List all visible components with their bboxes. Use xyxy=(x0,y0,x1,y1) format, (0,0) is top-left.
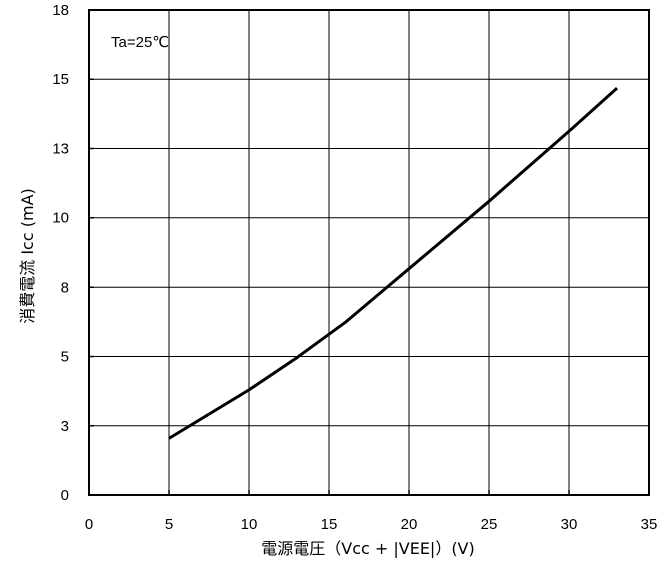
grid xyxy=(89,10,649,495)
y-tick-label: 3 xyxy=(61,418,69,435)
y-tick-label: 13 xyxy=(52,140,69,157)
y-tick-label: 8 xyxy=(61,279,69,296)
x-tick-label: 20 xyxy=(401,516,418,533)
y-tick-label: 5 xyxy=(61,349,69,366)
plot-frame xyxy=(88,9,650,496)
y-tick-label: 0 xyxy=(61,487,69,504)
x-tick-label: 25 xyxy=(481,516,498,533)
x-tick-labels: 0 5 10 15 20 25 30 35 xyxy=(85,490,658,533)
annotation-temperature: Ta=25℃ xyxy=(111,34,169,51)
x-tick-label: 10 xyxy=(241,516,258,533)
x-tick-label: 30 xyxy=(561,516,578,533)
y-tick-label: 18 xyxy=(52,2,69,19)
x-tick-label: 15 xyxy=(321,516,338,533)
series-line xyxy=(168,86,619,440)
x-tick-label: 0 xyxy=(85,516,93,533)
y-tick-labels: 0 3 5 8 10 13 15 18 xyxy=(52,2,94,504)
y-tick-label: 15 xyxy=(52,71,69,88)
x-tick-label: 35 xyxy=(641,516,658,533)
y-axis-title: 消費電流 Icc (mA) xyxy=(18,188,37,324)
x-axis-title: 電源電圧（Vcc + |VEE|）(V) xyxy=(261,539,475,558)
x-tick-label: 5 xyxy=(165,516,173,533)
y-tick-label: 10 xyxy=(52,210,69,227)
